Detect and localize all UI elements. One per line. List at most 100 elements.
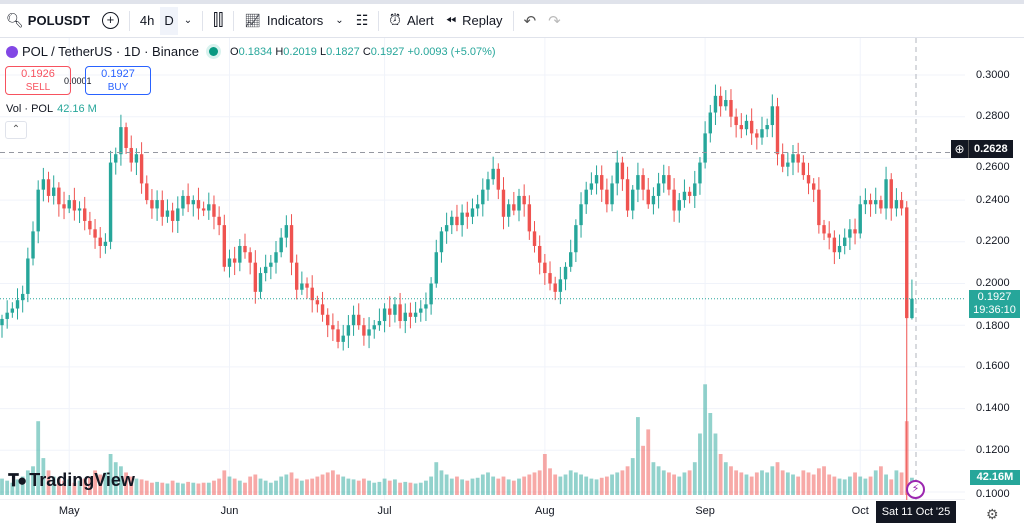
candles	[0, 84, 914, 500]
volume-bar	[553, 474, 558, 495]
candle-body	[780, 154, 785, 167]
rewind-icon: ⏪︎	[445, 12, 457, 28]
candle-body	[326, 314, 330, 326]
candle-body	[760, 129, 764, 138]
symbol-title[interactable]: POL / TetherUS · 1D · Binance	[22, 44, 200, 59]
lightning-event-icon[interactable]: ⚡︎	[906, 480, 925, 499]
volume-bar	[511, 480, 516, 495]
volume-bar	[186, 481, 191, 495]
sell-button[interactable]: 0.1926 SELL	[5, 66, 71, 95]
volume-bar	[785, 472, 790, 495]
volume-bar	[222, 470, 227, 495]
volume-bar	[336, 474, 340, 495]
volume-bar	[113, 462, 118, 495]
volume-bar	[305, 479, 309, 495]
tradingview-logo[interactable]: 𝐓● TradingView	[8, 470, 135, 490]
volume-bar	[15, 479, 20, 495]
volume-bar	[827, 474, 832, 495]
candle-body	[631, 189, 635, 211]
candle-body	[305, 283, 309, 288]
volume-bar	[46, 470, 51, 495]
undo-icon[interactable]: ↶	[523, 12, 537, 30]
price-tick-label: 0.2400	[976, 193, 1010, 206]
candle-body	[103, 241, 108, 246]
volume-bar	[589, 478, 594, 495]
candle-body	[186, 195, 190, 205]
candle-body	[160, 200, 164, 217]
volume-bar	[465, 480, 470, 495]
candle-body	[181, 195, 185, 209]
candle-body	[388, 308, 392, 315]
candle-body	[532, 231, 537, 246]
candle-body	[853, 229, 857, 234]
indicators-dropdown-chevron-icon[interactable]: ⌄	[335, 15, 344, 26]
candle-body	[848, 229, 852, 238]
add-alert-plus-icon[interactable]: ⊕	[951, 140, 969, 158]
volume-bar	[72, 482, 77, 495]
volume-bar	[791, 474, 795, 495]
candle-body	[31, 231, 35, 259]
candle-body	[656, 183, 661, 196]
volume-bar	[20, 476, 25, 495]
candle-body	[641, 175, 645, 190]
volume-bar	[630, 458, 635, 495]
replay-button[interactable]: ⏪︎ Replay	[440, 7, 509, 35]
volume-bar	[579, 474, 583, 495]
candle-body	[320, 304, 325, 315]
volume-bar	[129, 476, 134, 495]
volume-bar	[268, 482, 273, 495]
candle-body	[201, 208, 206, 211]
candle-body	[858, 204, 862, 234]
indicators-button[interactable]: 📈︎ Indicators	[238, 7, 329, 35]
volume-bar	[403, 481, 408, 495]
overlay-lines	[0, 38, 965, 500]
volume-bar	[150, 482, 154, 495]
alert-button[interactable]: ⏰︎ Alert	[383, 7, 439, 35]
candle-body	[289, 225, 294, 263]
volume-bar	[77, 480, 82, 495]
candle-body	[145, 183, 149, 201]
volume-bar	[82, 478, 87, 495]
crosshair-price-tag: ⊕ 0.2628	[951, 140, 1013, 158]
price-chart[interactable]	[0, 0, 965, 500]
candles-type-icon[interactable]: ⫿⫿	[213, 11, 224, 29]
interval-d[interactable]: D	[160, 6, 178, 35]
candle-body	[600, 175, 604, 190]
candle-body	[315, 300, 320, 305]
candle-body	[755, 133, 759, 138]
symbol-search[interactable]: 🔍︎ POLUSDT	[0, 7, 96, 35]
candle-body	[620, 162, 625, 180]
plus-circle-icon: +	[101, 12, 119, 29]
volume-bar	[274, 480, 278, 495]
compare-symbol-button[interactable]: +	[96, 7, 125, 35]
candle-body	[248, 252, 252, 263]
volume-bar	[708, 413, 713, 495]
layouts-grid-icon[interactable]: ☷	[355, 12, 369, 28]
candle-body	[579, 204, 583, 226]
candle-body	[724, 100, 728, 107]
interval-dropdown-chevron-icon[interactable]: ⌄	[183, 15, 193, 26]
market-status-dot-icon	[209, 47, 219, 56]
volume-bar	[196, 483, 201, 495]
candle-body	[450, 216, 454, 226]
volume-bar	[894, 470, 899, 495]
settings-gear-icon[interactable]: ⚙	[986, 506, 999, 522]
volume-bar	[310, 478, 315, 495]
candle-body	[625, 179, 630, 211]
volume-bar	[56, 478, 61, 495]
collapse-legend-chevron-up-icon[interactable]: ⌃	[5, 121, 27, 139]
divider	[202, 10, 204, 31]
redo-icon[interactable]: ↷	[548, 12, 561, 30]
volume-bar	[294, 478, 299, 495]
candle-body	[874, 200, 878, 205]
volume-bar	[486, 472, 490, 495]
interval-4h[interactable]: 4h	[139, 13, 155, 28]
volume-bar	[822, 466, 826, 495]
buy-button[interactable]: 0.1927 BUY	[85, 66, 151, 95]
candle-body	[667, 175, 671, 190]
spread-value: 0.0001	[64, 76, 92, 86]
divider	[378, 10, 380, 31]
candle-body	[605, 189, 609, 205]
price-tick-label: 0.1800	[976, 319, 1010, 332]
candle-body	[827, 233, 831, 238]
